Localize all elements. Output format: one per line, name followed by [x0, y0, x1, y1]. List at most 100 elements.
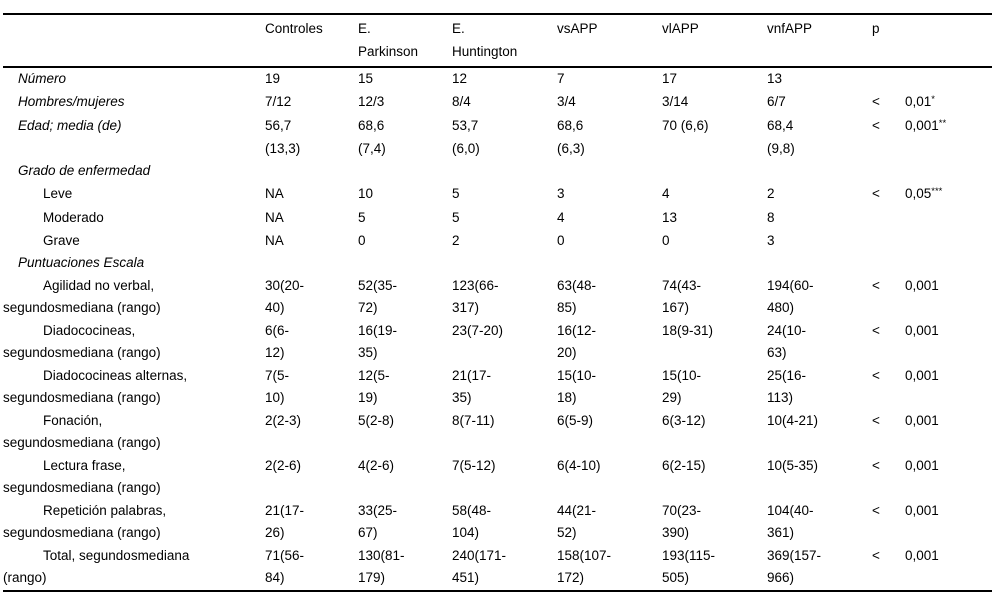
clinical-stats-table: Controles E. Parkinson E. Huntington vsA…	[3, 13, 993, 592]
cell-vsapp	[557, 252, 662, 275]
cell-vnfapp: 68,4 (9,8)	[767, 118, 795, 156]
cell-e-parkinson: 68,6 (7,4)	[358, 118, 386, 156]
column-header-e-parkinson: E. Parkinson	[358, 14, 452, 68]
table-row: Repetición palabras, segundosmediana (ra…	[3, 500, 992, 545]
cell-vlapp: 3/14	[662, 93, 689, 109]
cell-e-huntington	[452, 160, 557, 183]
cell-vlapp: 0	[662, 232, 670, 248]
cell-e-parkinson: 16(19- 35)	[358, 322, 398, 361]
cell-vnfapp	[767, 252, 870, 275]
row-label: Repetición palabras, segundosmediana (ra…	[3, 502, 167, 541]
p-value-asterisks: ***	[931, 185, 943, 197]
cell-vlapp: 17	[662, 71, 678, 86]
cell-controles: 19	[265, 71, 281, 86]
cell-e-parkinson: 4(2-6)	[358, 457, 395, 473]
column-header-e-huntington: E. Huntington	[452, 14, 557, 68]
row-label: Lectura frase, segundosmediana (rango)	[3, 457, 161, 496]
cell-e-huntington: 23(7-20)	[452, 322, 504, 338]
table-row: Moderado NA 5 5 4 13 8	[3, 207, 992, 230]
cell-e-parkinson: 5	[358, 210, 366, 225]
cell-vsapp: 0	[557, 232, 565, 248]
cell-vsapp: 4	[557, 210, 565, 225]
cell-vnfapp: 25(16- 113)	[767, 367, 807, 406]
cell-p-less-than: <	[872, 412, 880, 428]
p-value-number: 0,001	[905, 277, 939, 293]
column-header-blank	[3, 14, 265, 68]
cell-vnfapp: 2	[767, 185, 775, 201]
table-row: Número 19 15 12 7 17 13	[3, 67, 992, 91]
cell-p-less-than: <	[872, 457, 880, 473]
cell-p-value: 0,001	[902, 455, 992, 500]
p-value-asterisks: *	[931, 93, 935, 105]
cell-p-less-than: <	[872, 118, 880, 133]
cell-vnfapp	[767, 160, 870, 183]
cell-vnfapp: 24(10- 63)	[767, 322, 807, 361]
cell-vnfapp: 3	[767, 232, 775, 248]
cell-p-less-than	[870, 67, 902, 91]
table-row: Puntuaciones Escala	[3, 252, 992, 275]
table-row: Total, segundosmediana (rango) 71(56- 84…	[3, 545, 992, 591]
cell-controles: 2(2-3)	[265, 412, 302, 428]
cell-e-huntington: 8(7-11)	[452, 412, 495, 428]
cell-p-value: 0,001	[902, 500, 992, 545]
table-row: Hombres/mujeres 7/12 12/3 8/4 3/4 3/14 6…	[3, 91, 992, 116]
cell-e-parkinson	[358, 160, 452, 183]
cell-p-value: 0,001	[902, 320, 992, 365]
cell-p-value: 0,001	[902, 275, 992, 320]
cell-vlapp	[662, 160, 767, 183]
cell-e-huntington: 5	[452, 210, 460, 225]
table-row: Fonación, segundosmediana (rango) 2(2-3)…	[3, 410, 992, 455]
cell-vsapp: 16(12- 20)	[557, 322, 597, 361]
cell-e-huntington: 5	[452, 185, 460, 201]
cell-vnfapp: 10(4-21)	[767, 412, 819, 428]
table-row: Agilidad no verbal, segundosmediana (ran…	[3, 275, 992, 320]
column-header-controles: Controles	[265, 14, 358, 68]
p-value-number: 0,001	[905, 457, 939, 473]
table-row: Grado de enfermedad	[3, 160, 992, 183]
cell-p-less-than	[870, 160, 902, 183]
cell-p-less-than	[870, 230, 902, 253]
cell-vsapp: 7	[557, 71, 565, 86]
cell-vnfapp: 104(40- 361)	[767, 502, 814, 541]
p-value-number: 0,001	[905, 367, 939, 383]
cell-vlapp: 74(43- 167)	[662, 277, 702, 316]
p-value-number: 0,001	[905, 412, 939, 428]
row-label: Número	[18, 71, 67, 86]
p-value-asterisks: **	[938, 118, 947, 129]
table-row: Grave NA 0 2 0 0 3	[3, 230, 992, 253]
cell-controles: NA	[265, 185, 284, 201]
row-label: Fonación, segundosmediana (rango)	[3, 412, 161, 451]
cell-p-less-than	[870, 207, 902, 230]
row-label: Total, segundosmediana (rango)	[3, 547, 190, 586]
cell-p-less-than	[870, 252, 902, 275]
cell-e-parkinson: 12/3	[358, 93, 385, 109]
table-row: Diadococineas, segundosmediana (rango) 6…	[3, 320, 992, 365]
cell-p-value	[902, 160, 992, 183]
column-header-vlapp: vlAPP	[662, 14, 767, 68]
cell-e-huntington	[452, 252, 557, 275]
cell-vsapp	[557, 160, 662, 183]
cell-vlapp: 18(9-31)	[662, 322, 714, 338]
cell-p-value: 0,001**	[902, 115, 992, 160]
cell-vsapp: 15(10- 18)	[557, 367, 597, 406]
p-value-number: 0,05	[905, 185, 932, 201]
row-label: Edad; media (de)	[18, 118, 122, 133]
cell-p-value: 0,001	[902, 410, 992, 455]
row-label: Diadococineas, segundosmediana (rango)	[3, 322, 161, 361]
p-value-number: 0,01	[905, 93, 932, 109]
table-row: Lectura frase, segundosmediana (rango) 2…	[3, 455, 992, 500]
cell-e-parkinson: 15	[358, 71, 374, 86]
cell-e-parkinson: 12(5- 19)	[358, 367, 390, 406]
cell-e-huntington: 58(48- 104)	[452, 502, 492, 541]
cell-e-parkinson: 33(25- 67)	[358, 502, 398, 541]
cell-e-parkinson: 10	[358, 185, 374, 201]
cell-e-parkinson: 5(2-8)	[358, 412, 395, 428]
cell-vlapp	[662, 252, 767, 275]
table-row: Leve NA 10 5 3 4 2 < 0,05***	[3, 183, 992, 208]
header-row: Controles E. Parkinson E. Huntington vsA…	[3, 14, 993, 68]
row-label: Agilidad no verbal, segundosmediana (ran…	[3, 277, 161, 316]
p-value-number: 0,001	[905, 502, 939, 518]
cell-vlapp: 6(2-15)	[662, 457, 706, 473]
cell-controles	[265, 252, 358, 275]
cell-vlapp: 70 (6,6)	[662, 118, 709, 133]
